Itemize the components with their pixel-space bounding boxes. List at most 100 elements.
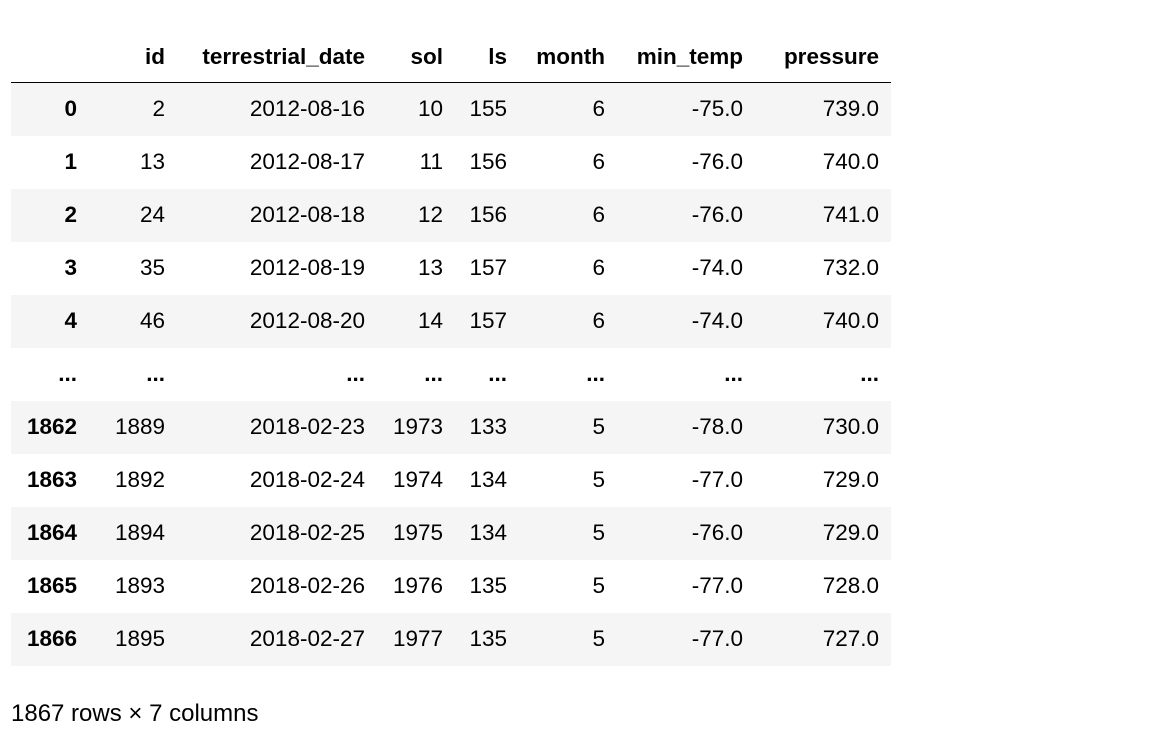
- cell-terrestrial-date: 2012-08-18: [249, 202, 365, 227]
- cell-min-temp: -77.0: [691, 467, 743, 492]
- cell-min-temp: -78.0: [691, 414, 743, 439]
- cell-terrestrial-date: 2012-08-17: [249, 149, 365, 174]
- cell-pressure: 740.0: [822, 308, 879, 333]
- cell-sol: 10: [417, 96, 443, 122]
- cell-month: 5: [592, 573, 605, 598]
- cell-min-temp: -76.0: [691, 149, 743, 174]
- table-row: 1 13 2012-08-17 11 156 6 -76.0 740.0: [11, 136, 891, 189]
- cell-pressure: ...: [860, 361, 879, 386]
- cell-pressure: 732.0: [822, 255, 879, 280]
- cell-ls: 135: [469, 626, 507, 651]
- row-index: 1862: [26, 414, 77, 439]
- cell-id: 1893: [114, 573, 165, 598]
- column-header-id: id: [89, 31, 177, 83]
- cell-month: 5: [592, 626, 605, 651]
- cell-min-temp: -74.0: [691, 255, 743, 280]
- cell-month: 5: [592, 467, 605, 492]
- dataframe-table: id terrestrial_date sol ls month min_tem…: [11, 31, 891, 666]
- cell-id: 24: [139, 202, 165, 227]
- cell-sol: ...: [424, 361, 443, 386]
- cell-sol: 11: [419, 149, 443, 174]
- cell-month: 6: [592, 255, 605, 280]
- row-index: ...: [58, 361, 77, 386]
- index-header: [11, 31, 89, 83]
- cell-ls: 134: [469, 467, 507, 492]
- cell-pressure: 741.0: [822, 202, 879, 227]
- table-row-ellipsis: ... ... ... ... ... ... ... ...: [11, 348, 891, 401]
- cell-terrestrial-date: 2018-02-23: [249, 414, 365, 439]
- table-row: 2 24 2012-08-18 12 156 6 -76.0 741.0: [11, 188, 891, 242]
- table-row: 1866 1895 2018-02-27 1977 135 5 -77.0 72…: [11, 612, 891, 666]
- row-index: 1: [64, 149, 77, 174]
- cell-id: 1889: [114, 414, 165, 439]
- cell-min-temp: -76.0: [691, 202, 743, 227]
- cell-ls: 157: [469, 255, 507, 280]
- cell-ls: 156: [469, 149, 507, 174]
- table-row: 0 2 2012-08-16 10 155 6 -75.0 739.0: [11, 82, 891, 136]
- column-header-month: month: [519, 31, 617, 83]
- cell-month: 5: [592, 414, 605, 439]
- cell-terrestrial-date: ...: [346, 361, 365, 386]
- cell-min-temp: -77.0: [691, 626, 743, 651]
- table-row: 1864 1894 2018-02-25 1975 134 5 -76.0 72…: [11, 506, 891, 560]
- row-index: 0: [64, 96, 77, 122]
- column-header-min-temp: min_temp: [617, 31, 755, 83]
- cell-id: 2: [152, 96, 165, 122]
- cell-ls: 134: [469, 520, 507, 545]
- table-row: 1865 1893 2018-02-26 1976 135 5 -77.0 72…: [11, 560, 891, 613]
- cell-sol: 14: [417, 308, 443, 333]
- cell-pressure: 729.0: [822, 467, 879, 492]
- cell-month: ...: [586, 361, 605, 386]
- cell-id: 13: [139, 149, 165, 174]
- column-header-ls: ls: [455, 31, 519, 83]
- cell-min-temp: -74.0: [691, 308, 743, 333]
- cell-month: 5: [592, 520, 605, 545]
- table-row: 4 46 2012-08-20 14 157 6 -74.0 740.0: [11, 294, 891, 348]
- cell-terrestrial-date: 2018-02-24: [249, 467, 365, 492]
- cell-ls: 135: [469, 573, 507, 598]
- dataframe-output: id terrestrial_date sol ls month min_tem…: [11, 31, 891, 666]
- cell-min-temp: -75.0: [691, 96, 743, 122]
- row-index: 1866: [26, 626, 77, 651]
- cell-id: 46: [139, 308, 165, 333]
- cell-terrestrial-date: 2012-08-16: [249, 96, 365, 122]
- header-row: id terrestrial_date sol ls month min_tem…: [11, 31, 891, 83]
- cell-pressure: 739.0: [822, 96, 879, 122]
- cell-id: 1895: [114, 626, 165, 651]
- cell-terrestrial-date: 2018-02-26: [249, 573, 365, 598]
- dataframe-shape-note: 1867 rows × 7 columns: [11, 700, 259, 727]
- cell-month: 6: [592, 96, 605, 122]
- row-index: 4: [64, 308, 77, 333]
- cell-pressure: 729.0: [822, 520, 879, 545]
- row-index: 2: [64, 202, 77, 227]
- cell-ls: 133: [469, 414, 507, 439]
- cell-terrestrial-date: 2018-02-25: [249, 520, 365, 545]
- cell-pressure: 740.0: [822, 149, 879, 174]
- cell-id: ...: [146, 361, 165, 386]
- cell-sol: 1974: [392, 467, 443, 492]
- cell-sol: 1977: [392, 626, 443, 651]
- table-row: 3 35 2012-08-19 13 157 6 -74.0 732.0: [11, 242, 891, 295]
- cell-sol: 1973: [392, 414, 443, 439]
- column-header-sol: sol: [377, 31, 455, 83]
- cell-terrestrial-date: 2012-08-20: [249, 308, 365, 333]
- cell-sol: 1975: [392, 520, 443, 545]
- cell-sol: 12: [417, 202, 443, 227]
- cell-ls: 155: [469, 96, 507, 122]
- cell-sol: 13: [417, 255, 443, 280]
- row-index: 3: [64, 255, 77, 280]
- cell-terrestrial-date: 2018-02-27: [249, 626, 365, 651]
- cell-sol: 1976: [392, 573, 443, 598]
- row-index: 1865: [26, 573, 77, 598]
- column-header-terrestrial-date: terrestrial_date: [177, 31, 377, 83]
- table-row: 1862 1889 2018-02-23 1973 133 5 -78.0 73…: [11, 400, 891, 454]
- cell-id: 1892: [114, 467, 165, 492]
- cell-ls: ...: [488, 361, 507, 386]
- cell-month: 6: [592, 149, 605, 174]
- cell-ls: 156: [469, 202, 507, 227]
- cell-id: 35: [139, 255, 165, 280]
- cell-pressure: 728.0: [822, 573, 879, 598]
- row-index: 1864: [26, 520, 77, 545]
- cell-month: 6: [592, 202, 605, 227]
- cell-terrestrial-date: 2012-08-19: [249, 255, 365, 280]
